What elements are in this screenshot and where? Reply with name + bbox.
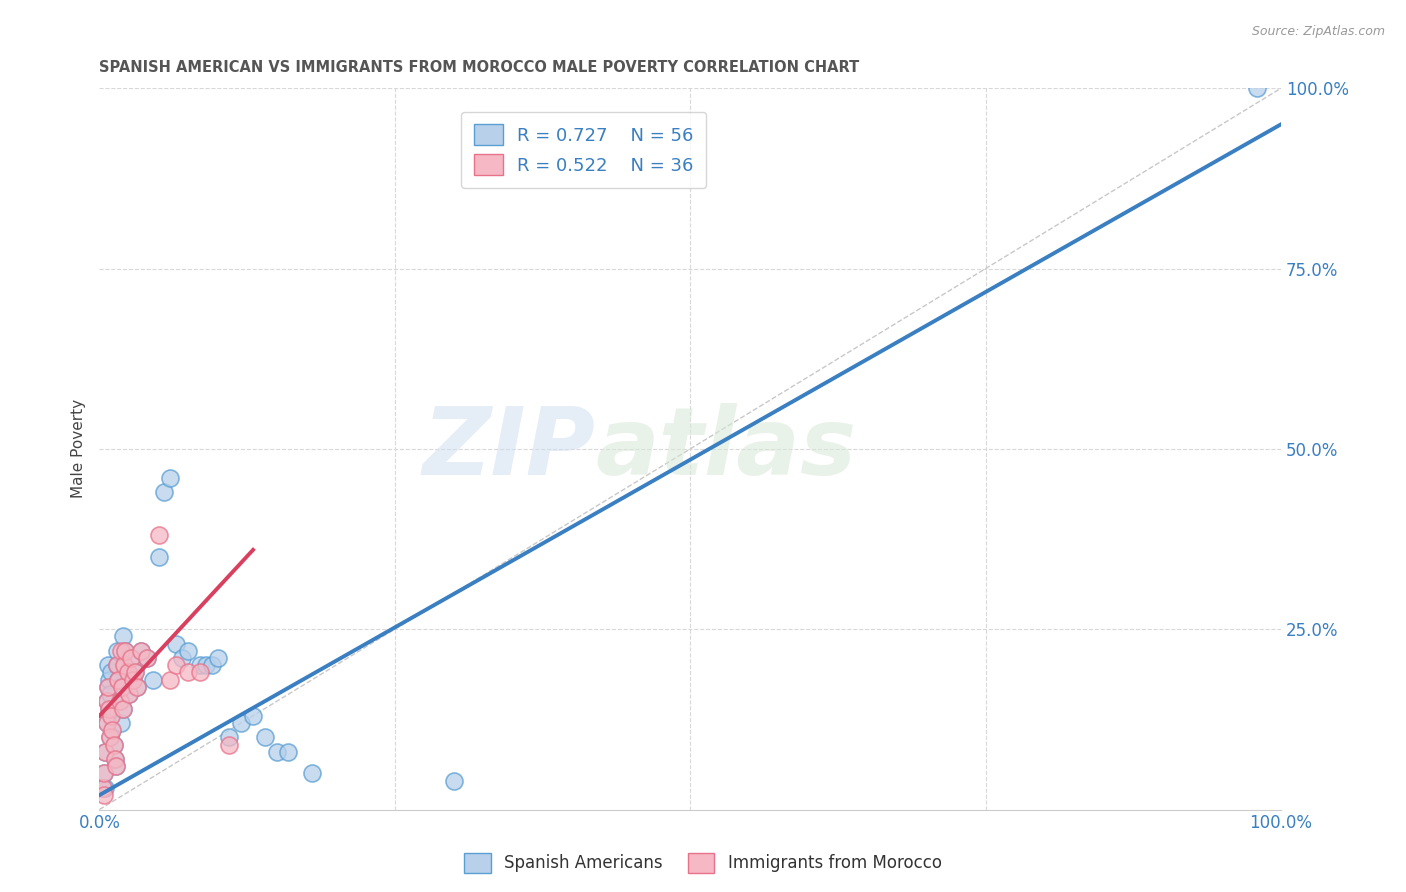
Point	[201, 658, 224, 673]
Point	[117, 665, 139, 680]
Text: atlas: atlas	[596, 403, 856, 495]
Point	[127, 680, 149, 694]
Point	[108, 694, 131, 708]
Point	[105, 644, 128, 658]
Point	[100, 665, 122, 680]
Point	[112, 629, 135, 643]
Point	[97, 680, 120, 694]
Point	[94, 780, 117, 795]
Point	[114, 644, 136, 658]
Point	[93, 766, 115, 780]
Point	[127, 680, 149, 694]
Point	[159, 673, 181, 687]
Point	[104, 752, 127, 766]
Point	[135, 651, 157, 665]
Point	[301, 766, 323, 780]
Point	[97, 658, 120, 673]
Point	[96, 716, 118, 731]
Point	[120, 651, 142, 665]
Point	[97, 701, 120, 715]
Point	[101, 723, 124, 738]
Point	[107, 673, 129, 687]
Point	[124, 665, 146, 680]
Point	[1246, 81, 1268, 95]
Point	[218, 731, 240, 745]
Point	[91, 780, 114, 795]
Point	[277, 745, 299, 759]
Point	[98, 731, 121, 745]
Y-axis label: Male Poverty: Male Poverty	[72, 400, 86, 499]
Point	[112, 658, 135, 673]
Point	[120, 651, 142, 665]
Point	[103, 738, 125, 752]
Point	[93, 788, 115, 802]
Point	[94, 745, 117, 759]
Point	[165, 637, 187, 651]
Point	[188, 665, 211, 680]
Point	[114, 644, 136, 658]
Point	[118, 687, 141, 701]
Point	[97, 680, 120, 694]
Point	[112, 658, 135, 673]
Point	[121, 673, 143, 687]
Point	[107, 673, 129, 687]
Point	[121, 673, 143, 687]
Legend: Spanish Americans, Immigrants from Morocco: Spanish Americans, Immigrants from Moroc…	[457, 847, 949, 880]
Point	[110, 644, 132, 658]
Point	[112, 701, 135, 715]
Point	[91, 780, 114, 795]
Point	[153, 485, 176, 500]
Point	[148, 528, 170, 542]
Point	[104, 759, 127, 773]
Point	[177, 665, 200, 680]
Point	[96, 716, 118, 731]
Point	[111, 680, 134, 694]
Point	[100, 708, 122, 723]
Text: ZIP: ZIP	[423, 403, 596, 495]
Point	[231, 716, 253, 731]
Point	[135, 651, 157, 665]
Point	[103, 738, 125, 752]
Point	[129, 644, 152, 658]
Point	[98, 687, 121, 701]
Point	[97, 701, 120, 715]
Point	[104, 759, 127, 773]
Point	[177, 644, 200, 658]
Point	[97, 673, 120, 687]
Point	[124, 665, 146, 680]
Point	[253, 731, 276, 745]
Point	[105, 658, 128, 673]
Point	[108, 694, 131, 708]
Point	[242, 708, 264, 723]
Point	[118, 687, 141, 701]
Legend: R = 0.727    N = 56, R = 0.522    N = 36: R = 0.727 N = 56, R = 0.522 N = 36	[461, 112, 706, 187]
Point	[101, 723, 124, 738]
Point	[94, 745, 117, 759]
Point	[148, 550, 170, 565]
Point	[165, 658, 187, 673]
Point	[207, 651, 229, 665]
Point	[266, 745, 288, 759]
Point	[112, 701, 135, 715]
Point	[218, 738, 240, 752]
Point	[104, 752, 127, 766]
Point	[194, 658, 217, 673]
Point	[96, 694, 118, 708]
Point	[142, 673, 165, 687]
Point	[110, 716, 132, 731]
Point	[93, 766, 115, 780]
Point	[159, 471, 181, 485]
Point	[98, 731, 121, 745]
Point	[105, 658, 128, 673]
Point	[172, 651, 194, 665]
Point	[443, 773, 465, 788]
Point	[111, 680, 134, 694]
Point	[100, 708, 122, 723]
Text: Source: ZipAtlas.com: Source: ZipAtlas.com	[1251, 25, 1385, 38]
Point	[96, 694, 118, 708]
Text: SPANISH AMERICAN VS IMMIGRANTS FROM MOROCCO MALE POVERTY CORRELATION CHART: SPANISH AMERICAN VS IMMIGRANTS FROM MORO…	[100, 60, 859, 75]
Point	[117, 665, 139, 680]
Point	[188, 658, 211, 673]
Point	[129, 644, 152, 658]
